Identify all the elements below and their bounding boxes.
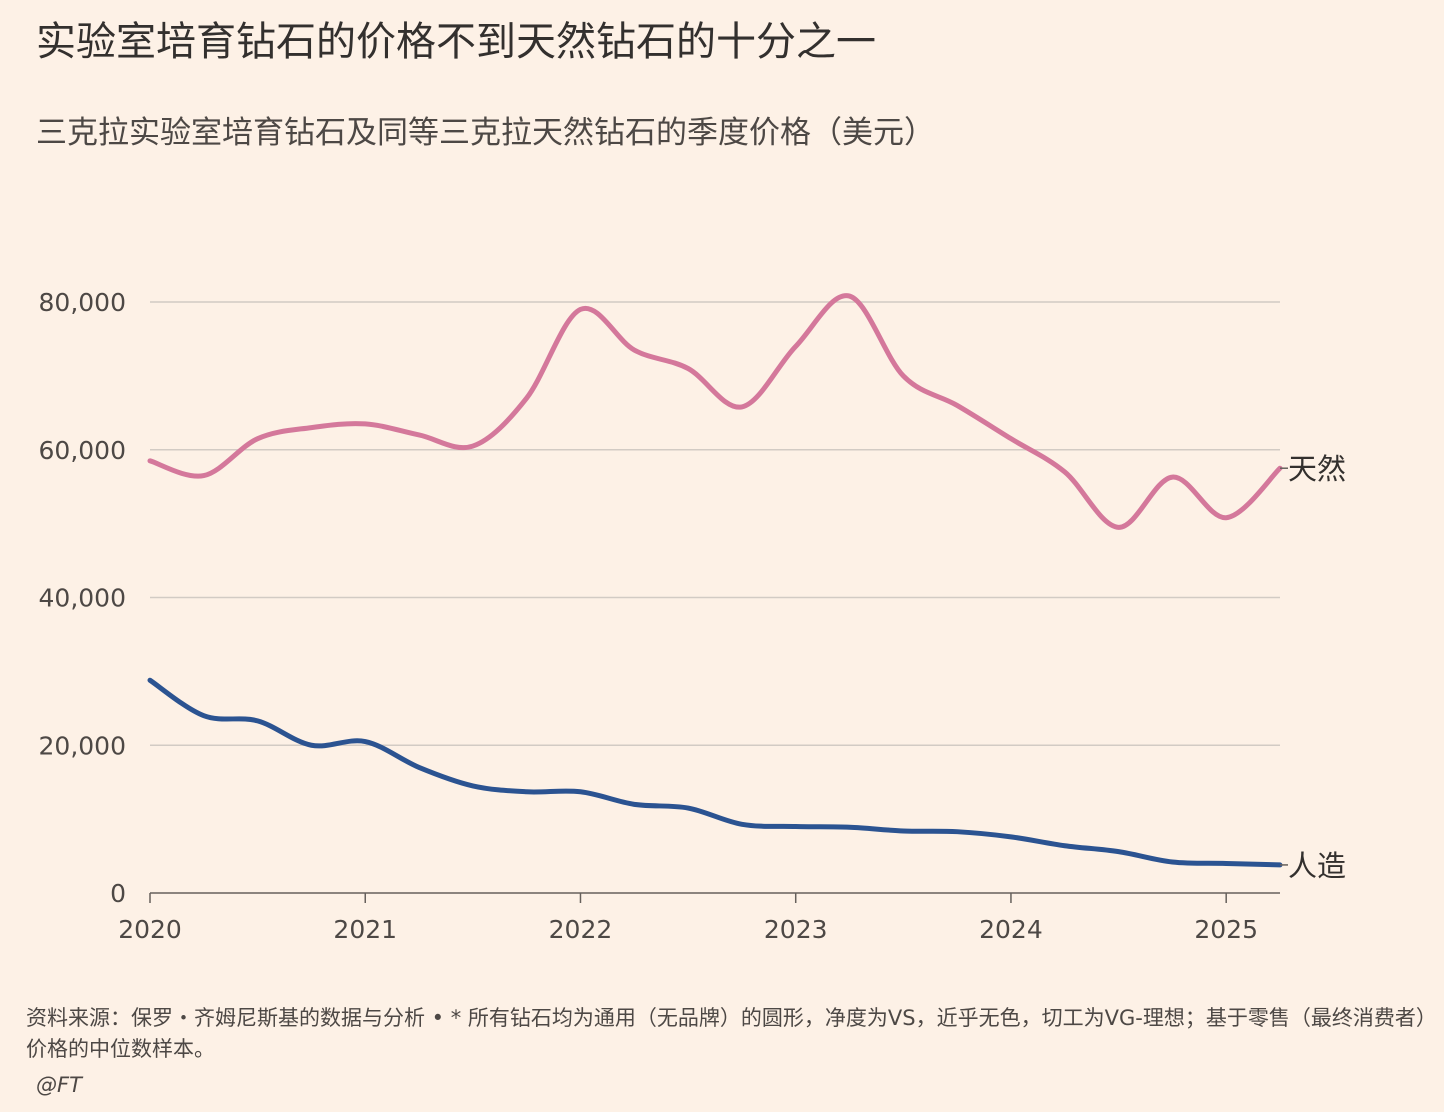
x-tick-label: 2020 — [118, 915, 182, 944]
series-label-0: 天然 — [1288, 452, 1346, 486]
series-label-1: 人造 — [1288, 849, 1346, 883]
y-tick-label: 80,000 — [39, 288, 126, 317]
y-tick-label: 60,000 — [39, 436, 126, 465]
chart-subtitle: 三克拉实验室培育钻石及同等三克拉天然钻石的季度价格（美元） — [36, 115, 935, 151]
x-tick-label: 2021 — [333, 915, 397, 944]
series-lines — [147, 293, 1283, 868]
x-tick-label: 2024 — [979, 915, 1043, 944]
ft-credit: @FT — [36, 1073, 82, 1097]
y-tick-label: 0 — [110, 879, 126, 908]
y-tick-label: 20,000 — [39, 731, 126, 760]
axes: 0 20,000 40,000 60,000 80,000 2020 2021 2022 202… — [39, 288, 1280, 944]
series-line-1 — [147, 677, 1283, 868]
x-tick-label: 2023 — [764, 915, 828, 944]
y-tick-label: 40,000 — [39, 584, 126, 613]
x-tick-label: 2025 — [1194, 915, 1258, 944]
x-tick-label: 2022 — [549, 915, 613, 944]
chart-title: 实验室培育钻石的价格不到天然钻石的十分之一 — [36, 19, 876, 65]
source-note: 资料来源：保罗・齐姆尼斯基的数据与分析 • * 所有钻石均为通用（无品牌）的圆形… — [26, 1006, 1427, 1061]
series-line-0 — [147, 293, 1283, 530]
